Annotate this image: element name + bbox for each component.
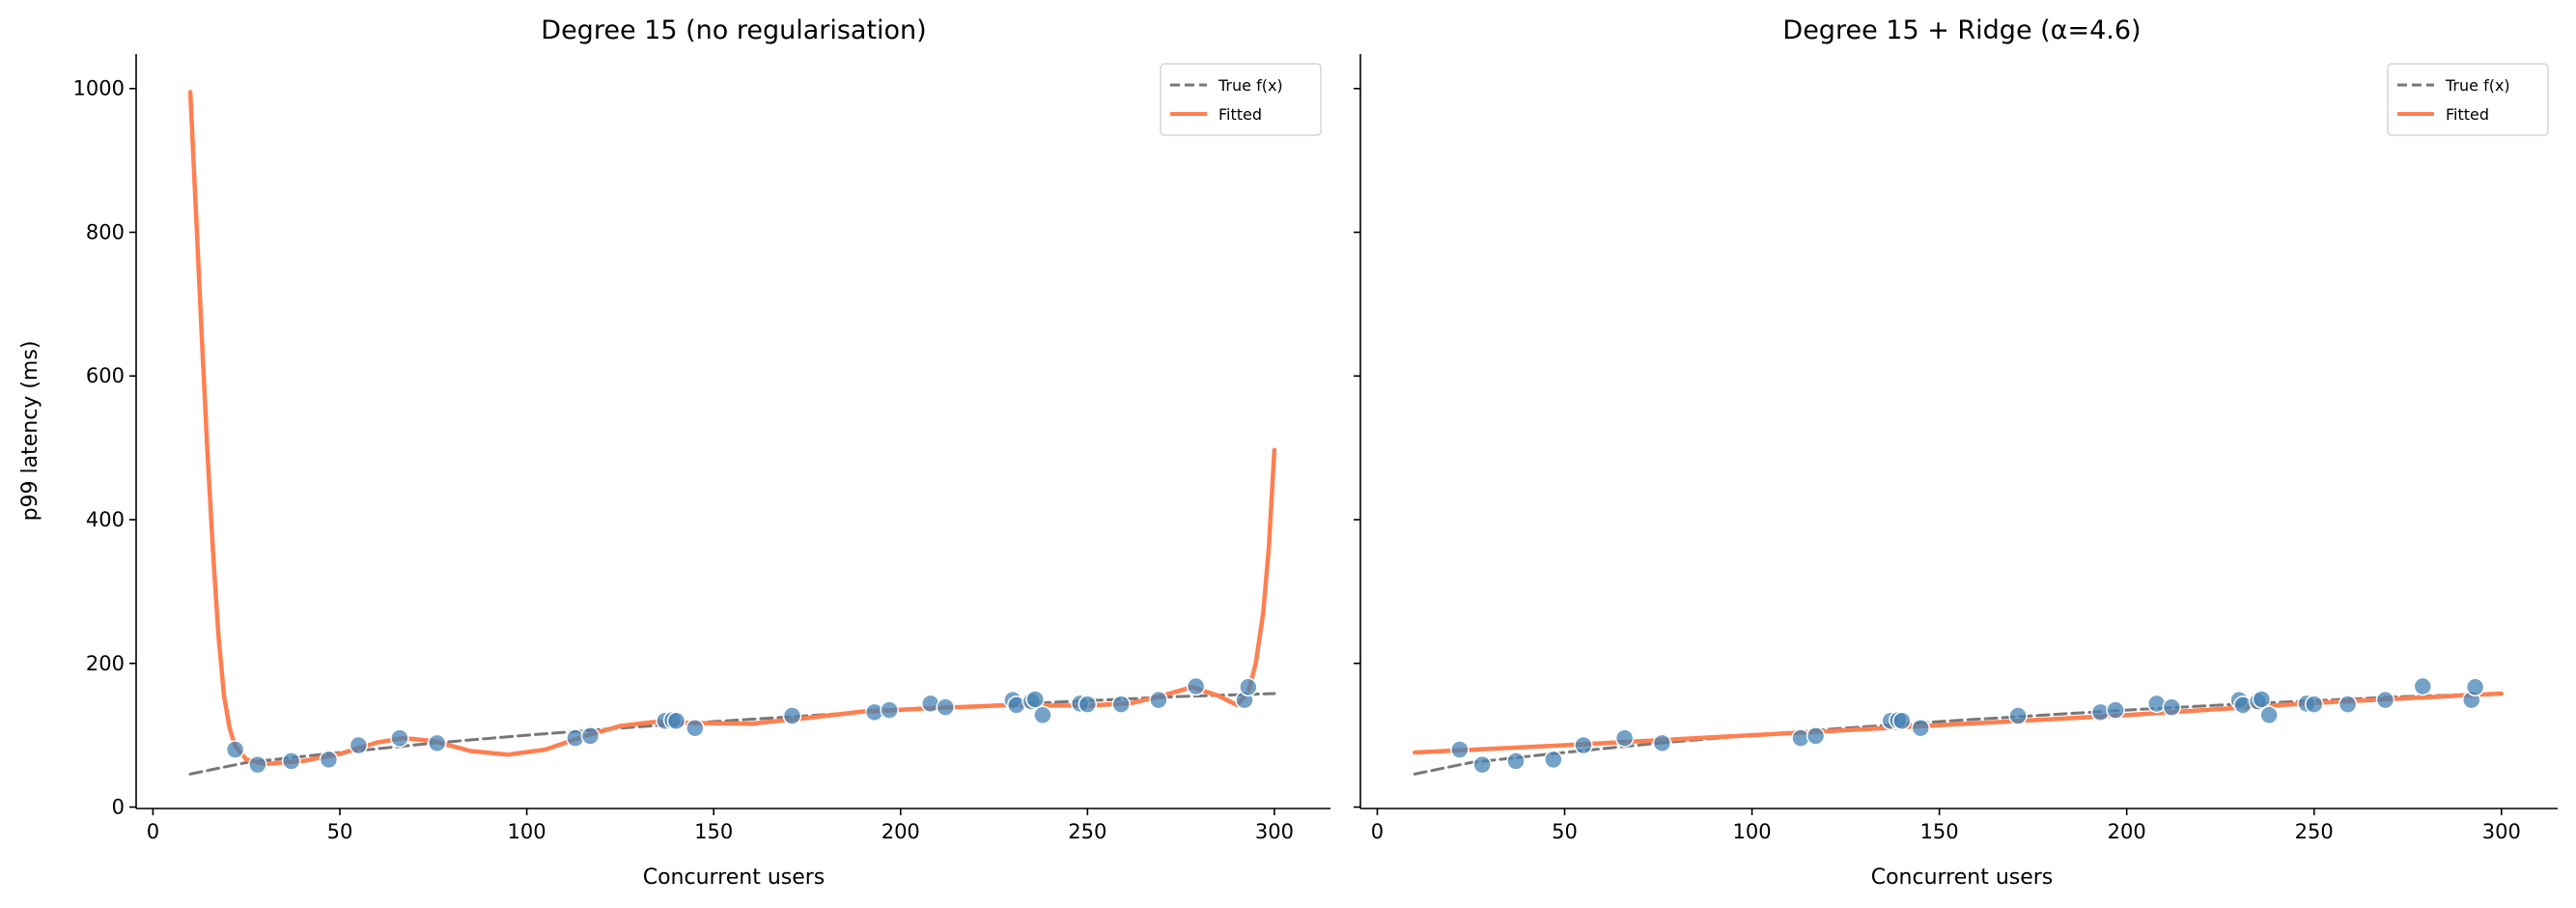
legend-label-true: True f(x): [2445, 76, 2510, 95]
data-point: [2259, 705, 2279, 725]
x-tick-label: 0: [147, 820, 159, 843]
true-function-line: [1413, 692, 2504, 776]
x-tick-label: 150: [1920, 820, 1959, 843]
x-tick-label: 250: [1068, 820, 1106, 843]
x-tick-label: 100: [1733, 820, 1772, 843]
legend-label-fitted: Fitted: [1218, 105, 1262, 124]
data-point: [2465, 677, 2485, 697]
data-point: [2338, 695, 2358, 714]
y-tick-label: 800: [86, 220, 125, 243]
y-tick-label: 600: [86, 364, 125, 387]
y-tick-label: 200: [86, 652, 125, 675]
x-tick-label: 250: [2295, 820, 2334, 843]
fitted-line: [187, 90, 1277, 767]
data-point: [1078, 695, 1098, 714]
data-point: [248, 754, 267, 775]
x-tick-label: 50: [1552, 820, 1578, 843]
x-tick-label: 300: [1255, 820, 1294, 843]
data-point: [427, 733, 447, 753]
data-point: [2162, 697, 2182, 717]
data-point: [390, 728, 409, 748]
x-tick-label: 300: [2482, 820, 2521, 843]
data-point: [1506, 752, 1526, 771]
data-point: [782, 706, 802, 725]
data-point: [580, 726, 601, 746]
data-point: [1450, 740, 1470, 759]
chart-title: Degree 15 + Ridge (α=4.6): [1782, 15, 2141, 45]
data-point: [1186, 676, 1206, 696]
y-axis-label: p99 latency (ms): [18, 341, 42, 522]
x-tick-label: 200: [2108, 820, 2146, 843]
y-tick-label: 1000: [73, 77, 125, 100]
data-point: [225, 740, 245, 759]
data-point: [2413, 676, 2433, 696]
data-point: [2304, 695, 2324, 714]
x-tick-label: 200: [882, 820, 920, 843]
chart-title: Degree 15 (no regularisation): [541, 15, 926, 45]
data-point: [349, 735, 369, 755]
data-point: [1149, 690, 1168, 710]
x-tick-label: 100: [508, 820, 546, 843]
data-point: [2106, 700, 2125, 720]
data-point: [686, 718, 705, 738]
data-point: [936, 697, 955, 717]
left-panel: Degree 15 (no regularisation) Concurrent…: [18, 15, 1330, 890]
data-point: [2252, 690, 2272, 709]
legend-box: [1160, 63, 1322, 136]
legend-label-true: True f(x): [1218, 76, 1283, 95]
data-point: [1614, 728, 1635, 748]
data-point: [1574, 735, 1593, 755]
data-point: [319, 750, 339, 770]
x-tick-label: 0: [1371, 820, 1384, 843]
x-axis-label: Concurrent users: [1871, 865, 2054, 890]
data-point: [666, 711, 686, 731]
data-point: [1806, 726, 1826, 746]
data-point: [2008, 706, 2028, 725]
x-axis-label: Concurrent users: [643, 865, 826, 890]
data-point: [1544, 750, 1563, 770]
data-point: [1239, 677, 1258, 697]
y-tick-label: 0: [112, 796, 125, 819]
data-point: [1472, 754, 1492, 775]
data-point: [880, 700, 899, 720]
data-point: [281, 752, 301, 771]
x-tick-label: 150: [694, 820, 733, 843]
data-point: [1652, 733, 1672, 753]
y-tick-label: 400: [86, 508, 125, 531]
data-point: [2375, 690, 2395, 710]
legend-box: [2387, 63, 2549, 136]
right-panel: Degree 15 + Ridge (α=4.6) Concurrent use…: [1354, 15, 2558, 890]
data-point: [1111, 695, 1131, 714]
x-tick-label: 50: [327, 820, 353, 843]
data-point: [1892, 711, 1912, 731]
data-point: [1033, 705, 1052, 725]
legend-label-fitted: Fitted: [2446, 105, 2489, 124]
data-point: [1025, 690, 1045, 709]
data-point: [1911, 718, 1930, 738]
